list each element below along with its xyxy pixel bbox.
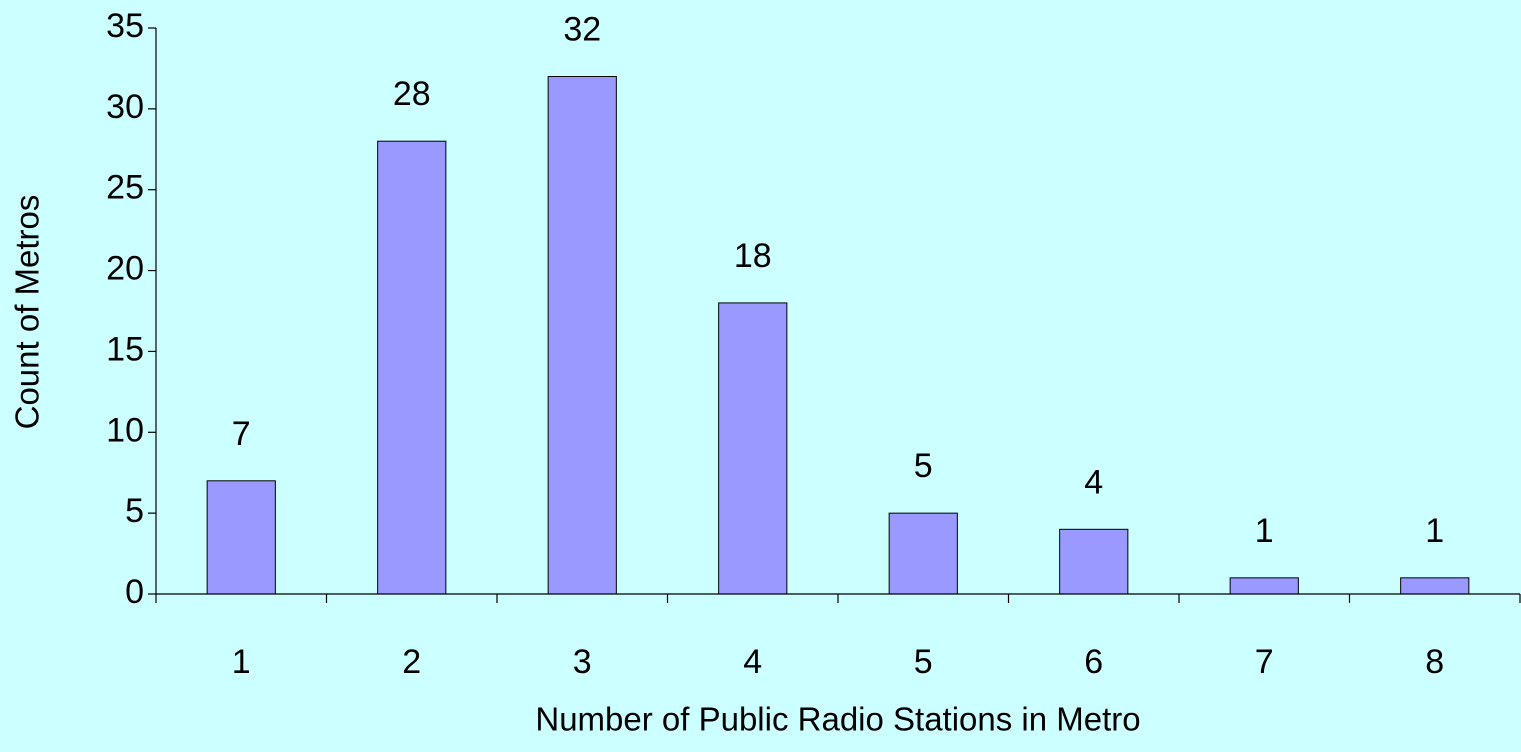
bar (1400, 577, 1470, 595)
data-label: 18 (734, 237, 772, 275)
x-tick-label: 3 (573, 643, 592, 681)
y-tick-label: 10 (106, 411, 144, 449)
y-tick-label: 30 (106, 88, 144, 126)
x-tick-label: 8 (1425, 643, 1444, 681)
data-label: 7 (232, 415, 251, 453)
bar (1229, 577, 1299, 595)
y-tick-label: 15 (106, 330, 144, 368)
x-tick-label: 1 (232, 643, 251, 681)
bar (547, 76, 617, 595)
y-tick-label: 25 (106, 169, 144, 207)
x-tick-label: 6 (1084, 643, 1103, 681)
x-axis-title: Number of Public Radio Stations in Metro (535, 701, 1140, 738)
bar (206, 480, 276, 595)
x-tick-label: 4 (743, 643, 762, 681)
y-axis-title: Count of Metros (9, 195, 46, 430)
y-tick-label: 0 (125, 573, 144, 611)
data-label: 32 (563, 10, 601, 48)
data-label: 4 (1084, 463, 1103, 501)
bar (1059, 528, 1129, 595)
bar (377, 140, 447, 595)
y-tick-label: 5 (125, 492, 144, 530)
bar (888, 512, 958, 595)
bar (718, 302, 788, 595)
y-tick-label: 20 (106, 250, 144, 288)
y-tick-label: 35 (106, 7, 144, 45)
data-label: 1 (1425, 512, 1444, 550)
data-label: 1 (1255, 512, 1274, 550)
data-label: 5 (914, 447, 933, 485)
x-tick-label: 2 (402, 643, 421, 681)
x-tick-label: 5 (914, 643, 933, 681)
data-label: 28 (393, 75, 431, 113)
x-tick-label: 7 (1255, 643, 1274, 681)
